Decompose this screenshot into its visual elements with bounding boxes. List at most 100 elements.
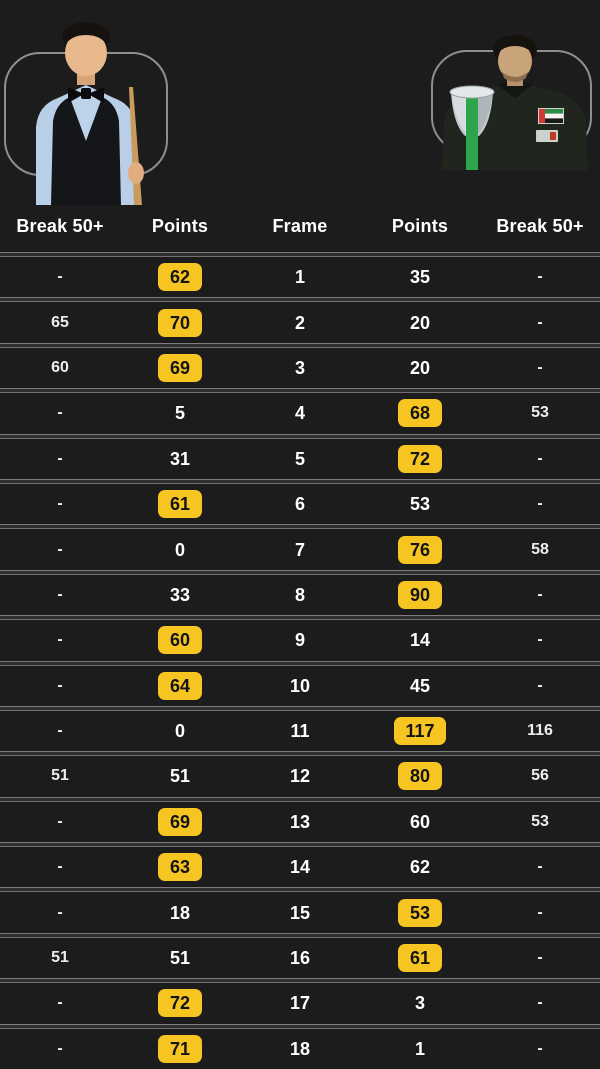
left-points-cell: 51 (120, 762, 240, 790)
right-points-pill: 76 (398, 535, 442, 564)
right-points-cell: 1 (360, 1035, 480, 1063)
row-divider (0, 978, 600, 984)
left-points-cell: 60 (120, 626, 240, 655)
frames-table: Break 50+ Points Frame Points Break 50+ … (0, 200, 600, 1069)
right-break-cell: - (537, 858, 543, 876)
right-points-cell: 45 (360, 672, 480, 700)
right-points-pill: 53 (398, 898, 442, 927)
row-divider (0, 388, 600, 394)
left-break-cell: - (57, 994, 63, 1012)
left-points-cell: 69 (120, 807, 240, 836)
left-points-pill: 70 (158, 308, 202, 337)
row-divider (0, 660, 600, 666)
right-points-pill: 53 (409, 494, 431, 515)
frame-row: - 61 6 53 - (0, 484, 600, 524)
left-points-cell: 61 (120, 490, 240, 519)
header-left-break: Break 50+ (16, 215, 104, 236)
left-points-cell: 0 (120, 536, 240, 564)
frame-row: 60 69 3 20 - (0, 348, 600, 388)
right-points-cell: 76 (360, 535, 480, 564)
right-points-cell: 72 (360, 444, 480, 473)
left-break-cell: - (57, 631, 63, 649)
right-break-cell: 116 (527, 722, 553, 740)
right-points-cell: 53 (360, 898, 480, 927)
row-divider (0, 524, 600, 530)
left-break-cell: - (57, 812, 63, 830)
left-points-pill: 63 (158, 853, 202, 882)
right-points-pill: 117 (394, 717, 446, 746)
row-divider (0, 478, 600, 484)
frame-row: 51 51 12 80 56 (0, 756, 600, 796)
header-frame: Frame (272, 215, 328, 236)
left-points-cell: 18 (120, 899, 240, 927)
left-points-pill: 51 (169, 948, 191, 969)
left-points-pill: 60 (158, 626, 202, 655)
player-right-photo (442, 35, 588, 170)
right-points-cell: 68 (360, 399, 480, 428)
left-points-pill: 62 (158, 263, 202, 292)
frame-number-cell: 5 (294, 448, 305, 469)
right-points-cell: 35 (360, 263, 480, 291)
vest (51, 90, 121, 205)
right-points-pill: 45 (409, 675, 431, 696)
left-points-pill: 71 (158, 1034, 202, 1063)
frame-number-cell: 14 (289, 857, 311, 878)
bow-tie-icon (68, 87, 104, 103)
right-points-cell: 14 (360, 626, 480, 654)
frames-table-body: - 62 1 35 - 65 70 2 20 - 60 69 3 20 - - … (0, 252, 600, 1069)
right-break-cell: 58 (531, 540, 549, 558)
right-points-cell: 60 (360, 808, 480, 836)
right-points-cell: 117 (360, 717, 480, 746)
frame-number-cell: 4 (294, 403, 305, 424)
uae-flag-icon (538, 108, 564, 124)
right-points-pill: 61 (398, 944, 442, 973)
right-points-pill: 72 (398, 444, 442, 473)
right-break-cell: - (537, 903, 543, 921)
row-divider (0, 932, 600, 938)
right-points-pill: 3 (414, 993, 425, 1014)
right-points-pill: 20 (409, 357, 431, 378)
frame-number-cell: 2 (294, 312, 305, 333)
right-points-cell: 61 (360, 944, 480, 973)
row-divider (0, 1023, 600, 1029)
right-points-cell: 62 (360, 853, 480, 881)
frame-row: - 33 8 90 - (0, 575, 600, 615)
right-points-cell: 3 (360, 989, 480, 1017)
right-break-cell: - (537, 949, 543, 967)
right-points-cell: 80 (360, 762, 480, 791)
left-points-pill: 31 (169, 448, 191, 469)
header-right-points: Points (391, 215, 449, 236)
frame-number-cell: 15 (289, 902, 311, 923)
left-points-pill: 18 (169, 902, 191, 923)
frame-row: - 63 14 62 - (0, 847, 600, 887)
left-points-cell: 0 (120, 717, 240, 745)
frame-row: - 31 5 72 - (0, 439, 600, 479)
right-break-cell: 53 (531, 812, 549, 830)
left-break-cell: - (57, 585, 63, 603)
right-break-cell: - (537, 358, 543, 376)
row-divider (0, 252, 600, 257)
right-break-cell: - (537, 631, 543, 649)
left-break-cell: - (57, 495, 63, 513)
frame-row: 65 70 2 20 - (0, 302, 600, 342)
player-left-photo (36, 22, 144, 205)
players-header (0, 0, 600, 205)
header-right-break: Break 50+ (496, 215, 584, 236)
frame-row: - 64 10 45 - (0, 666, 600, 706)
right-points-pill: 20 (409, 312, 431, 333)
trophy-icon (449, 85, 495, 170)
frame-row: - 5 4 68 53 (0, 393, 600, 433)
row-divider (0, 433, 600, 439)
row-divider (0, 705, 600, 711)
frame-number-cell: 6 (294, 494, 305, 515)
right-points-cell: 20 (360, 309, 480, 337)
right-break-cell: - (537, 268, 543, 286)
frame-number-cell: 3 (294, 357, 305, 378)
hand (128, 162, 144, 184)
left-points-pill: 61 (158, 490, 202, 519)
right-break-cell: - (537, 676, 543, 694)
frame-row: - 0 7 76 58 (0, 529, 600, 569)
frame-row: - 69 13 60 53 (0, 802, 600, 842)
left-points-pill: 72 (158, 989, 202, 1018)
frame-number-cell: 1 (294, 267, 305, 288)
